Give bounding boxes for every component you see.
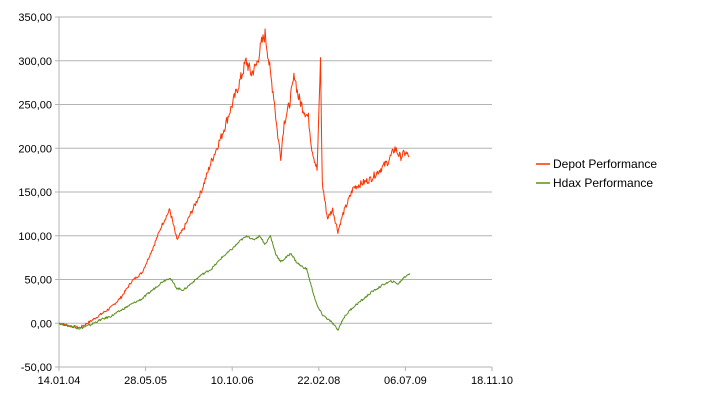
y-tick-label: 100,00 bbox=[18, 231, 52, 243]
x-tick-label: 10.10.06 bbox=[211, 375, 254, 387]
series-line-hdax bbox=[58, 234, 411, 331]
y-tick-label: 50,00 bbox=[24, 275, 52, 287]
x-tick-label: 18.11.10 bbox=[471, 375, 513, 387]
y-tick-label: 200,00 bbox=[18, 143, 52, 155]
legend-label: Hdax Performance bbox=[553, 176, 653, 190]
grid-lines bbox=[59, 16, 492, 368]
x-tick-label: 14.01.04 bbox=[38, 375, 81, 387]
legend: Depot Performance Hdax Performance bbox=[536, 157, 657, 190]
x-tick-label: 28.05.05 bbox=[124, 375, 167, 387]
y-tick-label: 350,00 bbox=[18, 12, 52, 24]
legend-label: Depot Performance bbox=[553, 157, 657, 171]
y-tick-label: -50,00 bbox=[21, 362, 52, 374]
y-tick-label: 300,00 bbox=[18, 56, 52, 68]
series-lines bbox=[58, 28, 411, 331]
series-line-depot bbox=[59, 28, 410, 329]
x-tick-label: 06.07.09 bbox=[384, 375, 427, 387]
x-tick-label: 22.02.08 bbox=[297, 375, 340, 387]
y-tick-label: 150,00 bbox=[18, 187, 52, 199]
y-tick-label: 0,00 bbox=[31, 318, 52, 330]
y-tick-label: 250,00 bbox=[18, 100, 52, 112]
axes: -50,00 0,00 50,00 100,00 150,00 200,00 250,00 3… bbox=[18, 12, 513, 387]
